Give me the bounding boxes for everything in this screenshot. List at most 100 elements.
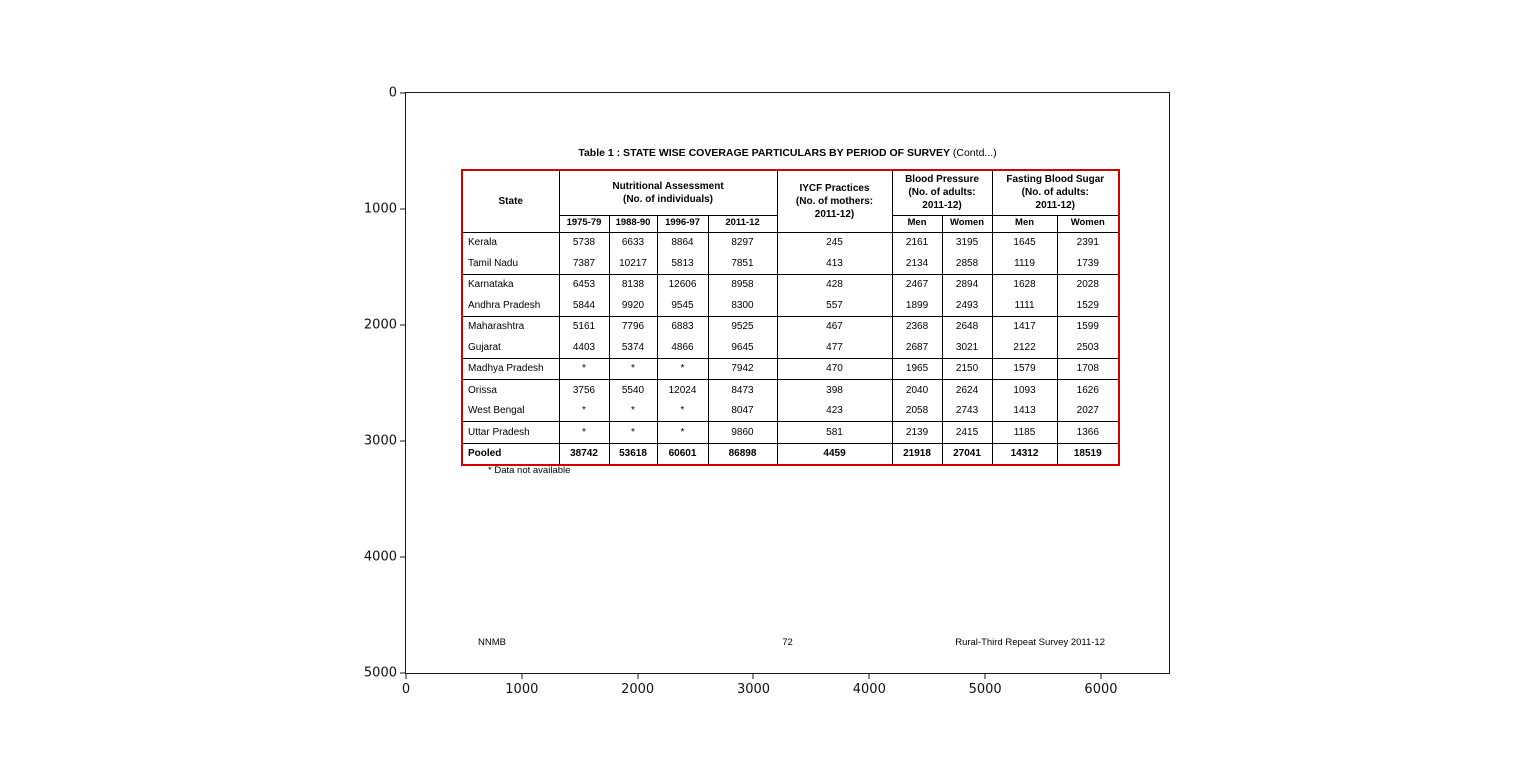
value-cell: 5540 <box>608 379 658 401</box>
value-cell: 2368 <box>891 315 943 337</box>
value-cell: 398 <box>776 379 893 401</box>
y-tick-mark <box>400 556 405 558</box>
value-cell: 2415 <box>941 421 993 443</box>
value-cell: 1739 <box>1056 253 1120 274</box>
value-cell: 7942 <box>707 357 778 380</box>
state-cell: Andhra Pradesh <box>461 295 560 316</box>
state-cell: Maharashtra <box>461 315 560 337</box>
value-cell: 8138 <box>608 273 658 295</box>
header-sub-cell: 1988-90 <box>608 214 658 233</box>
y-tick-mark <box>400 92 405 94</box>
value-cell: 7851 <box>707 253 778 274</box>
page-number: 72 <box>782 637 793 648</box>
y-tick-label: 0 <box>388 85 397 101</box>
value-cell: 2150 <box>941 357 993 380</box>
table-row: Uttar Pradesh * * * 9860 581 2139 2415 1185 1366 <box>461 421 1120 443</box>
value-cell: * <box>558 421 610 443</box>
value-cell: 470 <box>776 357 893 380</box>
table-row: Tamil Nadu 7387 10217 5813 7851 413 2134 2858 11… <box>461 253 1120 274</box>
table-row: Andhra Pradesh 5844 9920 9545 8300 557 1899 249… <box>461 295 1120 316</box>
state-cell: Kerala <box>461 231 560 253</box>
header-line: 2011-12) <box>922 200 962 212</box>
table-title-suffix: (Contd...) <box>952 147 997 159</box>
value-cell: 14312 <box>991 442 1058 465</box>
value-cell: * <box>608 400 658 422</box>
value-cell: 5374 <box>608 337 658 358</box>
x-tick-label: 3000 <box>736 682 771 697</box>
value-cell: 2040 <box>891 379 943 401</box>
table-header-row-groups: State Nutritional Assessment (No. of indiv… <box>461 169 1120 233</box>
state-cell: Uttar Pradesh <box>461 421 560 443</box>
table-row: Orissa 3756 5540 12024 8473 398 2040 2624 1093 16… <box>461 379 1120 401</box>
value-cell: 5161 <box>558 315 610 337</box>
footer-survey: Rural-Third Repeat Survey 2011-12 <box>955 637 1105 648</box>
value-cell: 1366 <box>1056 421 1120 443</box>
value-cell: 1899 <box>891 295 943 316</box>
y-tick-mark <box>400 324 405 326</box>
value-cell: 1413 <box>991 400 1058 422</box>
value-cell: 2648 <box>941 315 993 337</box>
x-tick-mark <box>868 674 870 679</box>
value-cell: 1708 <box>1056 357 1120 380</box>
value-cell: 581 <box>776 421 893 443</box>
state-cell: Madhya Pradesh <box>461 357 560 380</box>
state-cell: Karnataka <box>461 273 560 295</box>
value-cell: 2027 <box>1056 400 1120 422</box>
table-row: West Bengal * * * 8047 423 2058 2743 1413 2027 <box>461 400 1120 422</box>
header-sub-cell: 1996-97 <box>656 214 709 233</box>
y-tick-mark <box>400 440 405 442</box>
value-cell: 8297 <box>707 231 778 253</box>
state-cell: Tamil Nadu <box>461 253 560 274</box>
value-cell: 1119 <box>991 253 1058 274</box>
value-cell: * <box>656 400 709 422</box>
value-cell: 245 <box>776 231 893 253</box>
value-cell: 86898 <box>707 442 778 465</box>
value-cell: 2624 <box>941 379 993 401</box>
x-tick-label: 1000 <box>505 682 539 697</box>
value-cell: 27041 <box>941 442 993 465</box>
value-cell: 1599 <box>1056 315 1120 337</box>
x-tick-mark <box>405 674 407 679</box>
y-tick-label: 1000 <box>363 201 397 217</box>
header-group-cell: IYCF Practices (No. of mothers: 2011-12) <box>776 169 893 233</box>
header-line: (No. of individuals) <box>623 193 713 205</box>
value-cell: 38742 <box>558 442 610 465</box>
table-head: State Nutritional Assessment (No. of indiv… <box>461 169 1120 233</box>
table-row: Madhya Pradesh * * * 7942 470 1965 2150 1579 1708 <box>461 357 1120 380</box>
header-group-cell: Blood Pressure (No. of adults: 2011-12) <box>891 169 993 216</box>
table-body: Kerala 5738 6633 8864 8297 245 2161 3195 1645 239… <box>461 231 1120 465</box>
header-sub-cell: 1975-79 <box>558 214 610 233</box>
value-cell: 18519 <box>1056 442 1120 465</box>
value-cell: 428 <box>776 273 893 295</box>
value-cell: 2858 <box>941 253 993 274</box>
value-cell: 8047 <box>707 400 778 422</box>
x-tick-mark <box>752 674 754 679</box>
table-row: Pooled 38742 53618 60601 86898 4459 21918 27041… <box>461 442 1120 465</box>
table-title: Table 1 : STATE WISE COVERAGE PARTICULAR… <box>406 147 1169 159</box>
header-sub-cell: Women <box>1056 214 1120 233</box>
x-tick-mark <box>637 674 639 679</box>
x-tick-mark <box>1100 674 1102 679</box>
value-cell: 4866 <box>656 337 709 358</box>
value-cell: 21918 <box>891 442 943 465</box>
value-cell: * <box>558 357 610 380</box>
value-cell: 1185 <box>991 421 1058 443</box>
value-cell: 467 <box>776 315 893 337</box>
header-sub-cell: Men <box>891 214 943 233</box>
footnote: * Data not available <box>488 465 571 476</box>
value-cell: 3195 <box>941 231 993 253</box>
value-cell: 2139 <box>891 421 943 443</box>
value-cell: 477 <box>776 337 893 358</box>
value-cell: 2503 <box>1056 337 1120 358</box>
value-cell: 4403 <box>558 337 610 358</box>
x-tick-label: 0 <box>401 682 411 697</box>
value-cell: 2743 <box>941 400 993 422</box>
value-cell: 4459 <box>776 442 893 465</box>
x-tick-mark <box>521 674 523 679</box>
value-cell: 8864 <box>656 231 709 253</box>
value-cell: 9645 <box>707 337 778 358</box>
value-cell: 2391 <box>1056 231 1120 253</box>
x-tick-mark <box>984 674 986 679</box>
value-cell: 9860 <box>707 421 778 443</box>
